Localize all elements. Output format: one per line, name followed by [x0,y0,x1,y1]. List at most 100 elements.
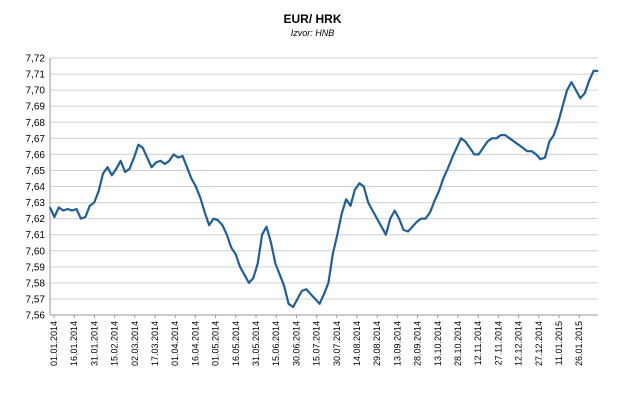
data-point [376,218,378,220]
data-point [513,140,515,143]
data-point [407,230,409,233]
data-point [385,234,387,236]
data-point [248,282,250,284]
data-point [553,134,555,136]
data-point [526,150,528,152]
x-tick-label: 02.03.2014 [130,321,140,366]
x-tick-label: 16.05.2014 [231,321,241,366]
data-point [49,206,51,208]
data-point [279,274,281,276]
data-point [411,226,413,228]
data-point [58,206,60,208]
data-point [146,157,148,159]
data-point [195,185,197,188]
y-tick-label: 7,72 [26,54,46,65]
y-tick-label: 7,56 [26,311,46,322]
chart-title: EUR/ HRK [283,12,342,26]
data-point [327,282,329,284]
data-point [67,208,69,210]
x-tick-label: 14.08.2014 [352,321,362,366]
data-point [349,205,352,207]
data-point [314,298,316,300]
x-tick-label: 11.01.2015 [554,321,564,365]
data-point [310,293,312,295]
series-group [49,69,599,309]
data-point [464,140,466,143]
data-point [588,79,590,82]
y-tick-label: 7,61 [26,230,46,241]
data-point [190,177,192,180]
data-point [128,168,131,170]
data-point [336,234,338,236]
data-point [102,173,104,175]
x-axis: 01.01.2014 16.01.2014 31.01.2014 15.02.2014… [49,314,598,366]
data-point [363,185,365,188]
data-point [270,242,272,244]
data-point [447,168,449,170]
data-point [80,218,82,220]
data-point [451,157,453,159]
x-tick-label: 13.09.2014 [392,321,402,366]
data-point [323,293,325,295]
data-point [341,213,343,215]
data-point [208,224,210,226]
data-point [495,137,497,139]
data-point [438,190,440,192]
data-point [164,163,166,165]
data-point [62,210,64,212]
x-tick-label: 01.01.2014 [49,321,59,366]
data-point [84,216,86,218]
data-point [243,274,246,276]
data-point [93,202,95,204]
y-tick-label: 7,68 [26,118,46,129]
data-point [394,210,396,212]
data-point [173,153,175,155]
data-point [522,147,524,149]
data-point [226,234,228,236]
y-tick-label: 7,69 [26,102,46,113]
data-point [535,153,537,155]
data-point [199,197,201,199]
data-point [539,158,542,160]
x-tick-label: 27.12.2014 [534,321,544,366]
chart-subtitle: Izvor: HNB [290,28,335,38]
data-point [500,134,502,136]
x-tick-label: 29.08.2014 [372,321,382,366]
data-point [416,221,418,223]
data-point [186,166,188,168]
data-point [106,166,109,168]
data-point [354,189,356,191]
data-point [305,288,307,290]
y-tick-label: 7,66 [26,150,46,161]
data-point [257,263,259,265]
data-point [562,105,564,107]
data-point [159,160,162,162]
y-tick-label: 7,64 [26,182,46,193]
x-tick-label: 13.10.2014 [433,321,443,366]
data-point [469,147,471,149]
data-point [380,226,383,228]
data-point [204,211,206,213]
data-point [155,161,157,163]
x-tick-label: 16.04.2014 [190,321,200,366]
data-point [433,200,436,202]
x-tick-label: 31.01.2014 [89,321,99,366]
data-point [301,290,303,292]
data-point [221,224,223,226]
x-tick-label: 16.01.2014 [69,321,79,366]
data-point [71,210,73,212]
data-point [473,153,475,155]
data-point [274,263,276,265]
data-point [296,298,299,300]
y-tick-label: 7,62 [26,214,46,225]
data-point [584,92,586,94]
data-point [142,147,144,149]
y-tick-label: 7,70 [26,86,46,97]
gridlines [50,57,598,316]
data-point [235,253,237,255]
y-tick-label: 7,71 [26,70,46,81]
data-point [332,253,334,255]
data-point [566,89,568,91]
data-point [367,202,369,204]
data-point [509,137,511,139]
